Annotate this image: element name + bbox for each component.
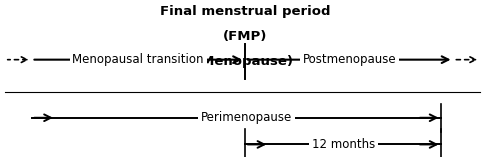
Text: Postmenopause: Postmenopause: [302, 53, 395, 66]
Text: 12 months: 12 months: [311, 138, 374, 151]
Text: Perimenopause: Perimenopause: [200, 111, 291, 124]
Text: (FMP): (FMP): [222, 30, 267, 43]
Text: (Menopause): (Menopause): [196, 55, 293, 68]
Text: Final menstrual period: Final menstrual period: [159, 5, 330, 18]
Text: Menopausal transition: Menopausal transition: [72, 53, 204, 66]
